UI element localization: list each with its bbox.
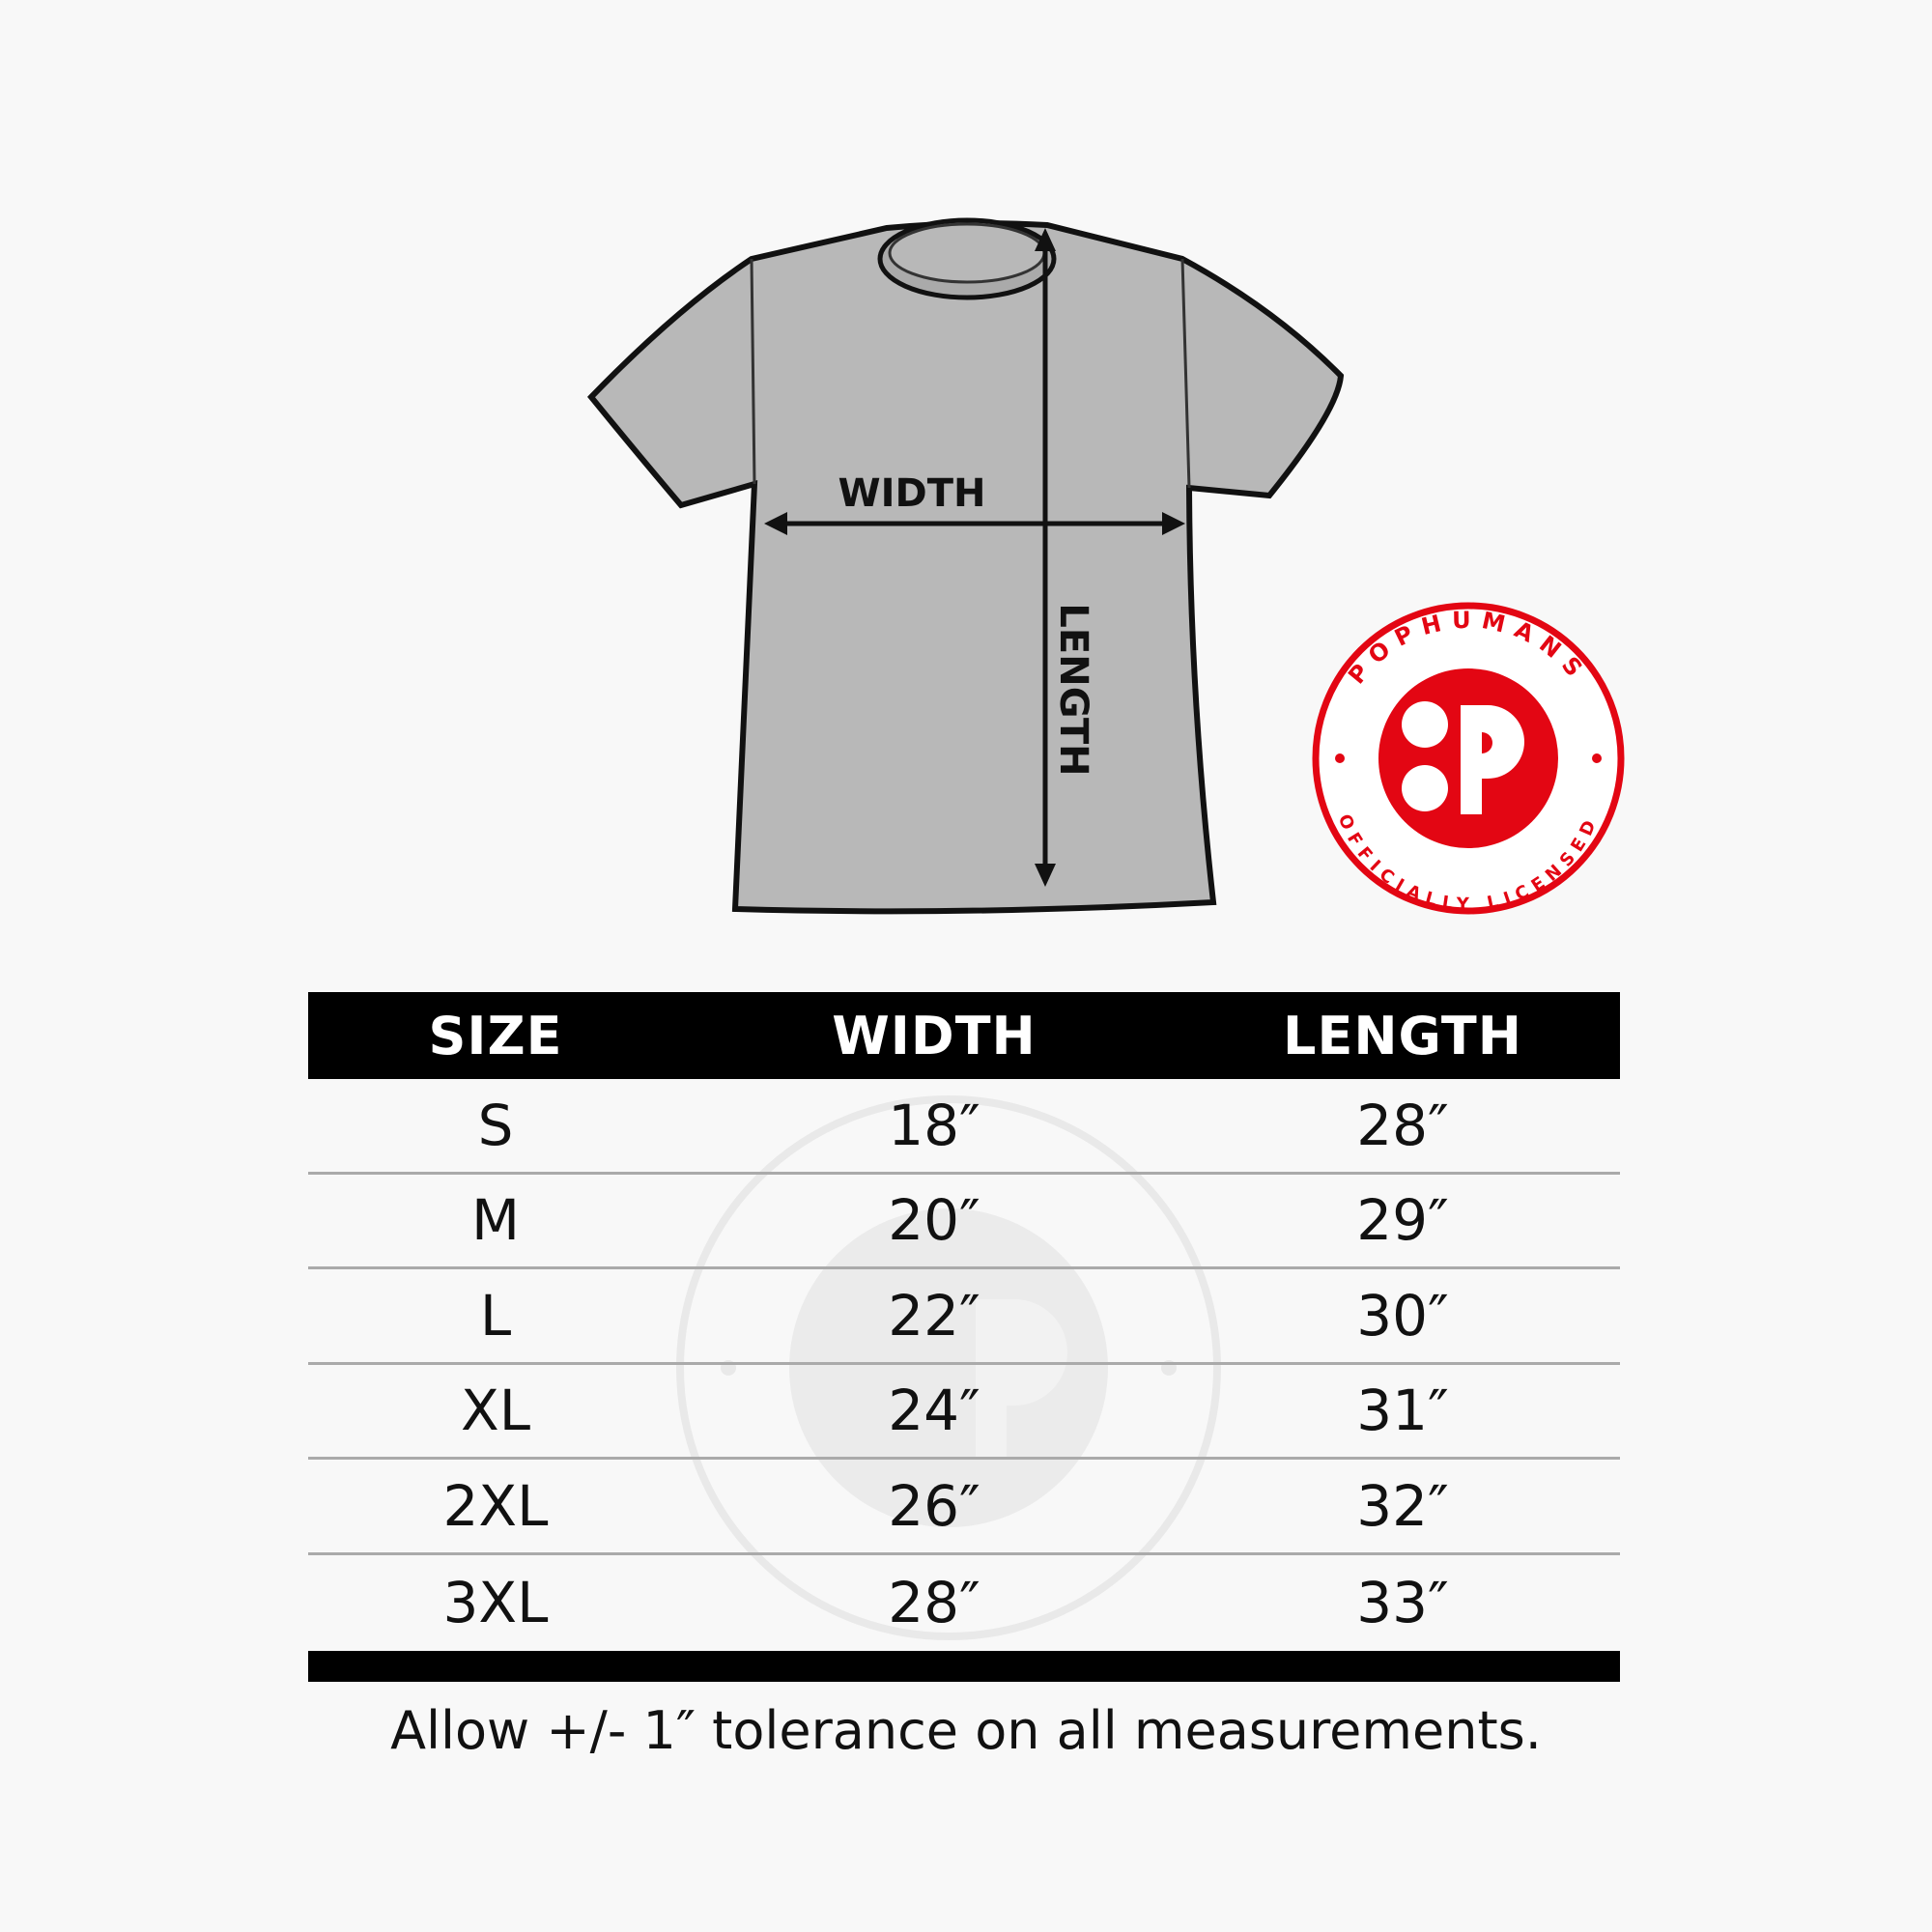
width-cell: 26″ <box>888 1472 980 1539</box>
length-cell: 30″ <box>1356 1282 1449 1349</box>
pophumans-logo: POPHUMANS OFFICIALLY LICENSED <box>1312 602 1625 915</box>
header-size: SIZE <box>428 1005 563 1066</box>
length-cell: 29″ <box>1356 1187 1449 1254</box>
size-cell: XL <box>460 1378 531 1444</box>
size-cell: M <box>470 1187 521 1254</box>
table-row: S 18″ 28″ <box>308 1079 1620 1175</box>
size-cell: L <box>479 1282 512 1349</box>
table-row: L 22″ 30″ <box>308 1269 1620 1365</box>
width-label: WIDTH <box>838 471 986 516</box>
header-width: WIDTH <box>832 1005 1037 1066</box>
tolerance-note: Allow +/- 1″ tolerance on all measuremen… <box>390 1700 1542 1761</box>
table-row: M 20″ 29″ <box>308 1175 1620 1269</box>
length-cell: 32″ <box>1356 1472 1449 1539</box>
table-header: SIZE WIDTH LENGTH <box>308 992 1620 1079</box>
length-label: LENGTH <box>1051 603 1095 776</box>
table-bottom-bar <box>308 1651 1620 1682</box>
table-row: XL 24″ 31″ <box>308 1365 1620 1460</box>
width-cell: 18″ <box>888 1092 980 1158</box>
length-cell: 31″ <box>1356 1378 1449 1444</box>
header-length: LENGTH <box>1283 1005 1522 1066</box>
size-cell: 3XL <box>442 1569 549 1635</box>
width-cell: 20″ <box>888 1187 980 1254</box>
size-cell: S <box>477 1092 514 1158</box>
width-cell: 28″ <box>888 1569 980 1635</box>
tshirt-diagram: WIDTH LENGTH <box>586 217 1345 915</box>
width-cell: 22″ <box>888 1282 980 1349</box>
table-row: 2XL 26″ 32″ <box>308 1460 1620 1555</box>
width-cell: 24″ <box>888 1378 980 1444</box>
table-row: 3XL 28″ 33″ <box>308 1555 1620 1651</box>
length-cell: 28″ <box>1356 1092 1449 1158</box>
length-cell: 33″ <box>1356 1569 1449 1635</box>
size-cell: 2XL <box>442 1472 549 1539</box>
size-table: SIZE WIDTH LENGTH S 18″ 28″ M 20″ 29″ L 22″ 30… <box>308 992 1620 1650</box>
